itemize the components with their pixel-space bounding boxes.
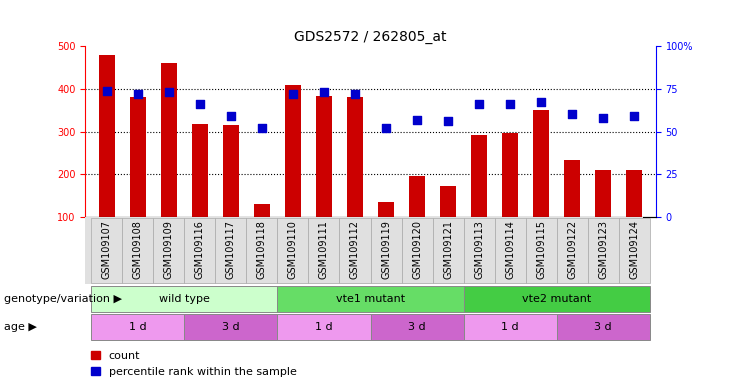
Bar [565, 160, 579, 260]
Bar [316, 96, 332, 260]
Point [132, 91, 144, 97]
Bar [162, 63, 176, 260]
Text: 1 d: 1 d [129, 322, 147, 333]
Bar [464, 314, 556, 340]
Bar [91, 314, 185, 340]
Text: GSM109121: GSM109121 [443, 220, 453, 279]
Bar [525, 218, 556, 283]
Text: 3 d: 3 d [222, 322, 240, 333]
Text: GSM109120: GSM109120 [412, 220, 422, 279]
Point [597, 115, 609, 121]
Title: GDS2572 / 262805_at: GDS2572 / 262805_at [294, 30, 447, 44]
Text: GSM109116: GSM109116 [195, 220, 205, 278]
Text: GSM109111: GSM109111 [319, 220, 329, 278]
Point [349, 91, 361, 97]
Text: GSM109113: GSM109113 [474, 220, 484, 278]
Point [194, 101, 206, 107]
Bar [223, 125, 239, 260]
Text: GSM109110: GSM109110 [288, 220, 298, 278]
Bar [185, 218, 216, 283]
Bar [378, 202, 393, 260]
Text: GSM109119: GSM109119 [381, 220, 391, 278]
Bar [348, 98, 363, 260]
Bar [91, 286, 277, 311]
Bar [277, 286, 464, 311]
Text: genotype/variation ▶: genotype/variation ▶ [4, 293, 122, 304]
Bar [277, 314, 370, 340]
Bar [471, 134, 487, 260]
Text: GSM109124: GSM109124 [629, 220, 639, 279]
Bar [339, 218, 370, 283]
Bar [247, 218, 277, 283]
Point [411, 116, 423, 122]
Bar [595, 170, 611, 260]
Bar [370, 314, 464, 340]
Bar [153, 218, 185, 283]
Point [442, 118, 454, 124]
Point [256, 125, 268, 131]
Bar [277, 218, 308, 283]
Text: vte1 mutant: vte1 mutant [336, 293, 405, 304]
Text: age ▶: age ▶ [4, 322, 36, 333]
Text: GSM109109: GSM109109 [164, 220, 174, 278]
Text: GSM109112: GSM109112 [350, 220, 360, 279]
Text: wild type: wild type [159, 293, 210, 304]
Bar [254, 204, 270, 260]
Point [504, 101, 516, 107]
Point [163, 89, 175, 95]
Bar [409, 176, 425, 260]
Bar [588, 218, 619, 283]
Bar [185, 314, 277, 340]
Bar [285, 84, 301, 260]
Text: 1 d: 1 d [501, 322, 519, 333]
Bar [534, 110, 549, 260]
Text: vte2 mutant: vte2 mutant [522, 293, 591, 304]
Bar [99, 55, 115, 260]
Legend: count, percentile rank within the sample: count, percentile rank within the sample [90, 351, 296, 377]
Bar [440, 186, 456, 260]
Bar [464, 218, 494, 283]
Text: GSM109117: GSM109117 [226, 220, 236, 279]
Bar [494, 218, 525, 283]
Bar [216, 218, 247, 283]
Text: 3 d: 3 d [408, 322, 426, 333]
Bar [556, 218, 588, 283]
Text: 3 d: 3 d [594, 322, 612, 333]
Text: GSM109108: GSM109108 [133, 220, 143, 278]
Bar [402, 218, 433, 283]
Point [380, 125, 392, 131]
Point [628, 113, 640, 119]
Point [566, 111, 578, 118]
Text: GSM109118: GSM109118 [257, 220, 267, 278]
Point [318, 89, 330, 95]
Bar [433, 218, 464, 283]
Point [225, 113, 237, 119]
Text: 1 d: 1 d [315, 322, 333, 333]
Point [473, 101, 485, 107]
Text: GSM109115: GSM109115 [536, 220, 546, 279]
Bar [130, 98, 146, 260]
Bar [192, 124, 207, 260]
Bar [619, 218, 650, 283]
Bar [370, 218, 402, 283]
Bar [556, 314, 650, 340]
Bar [464, 286, 650, 311]
Bar [502, 133, 518, 260]
Point [287, 91, 299, 97]
Bar [122, 218, 153, 283]
Text: GSM109114: GSM109114 [505, 220, 515, 278]
Bar [91, 218, 122, 283]
Point [535, 99, 547, 106]
Text: GSM109123: GSM109123 [598, 220, 608, 279]
Bar [308, 218, 339, 283]
Text: GSM109107: GSM109107 [102, 220, 112, 279]
Text: GSM109122: GSM109122 [567, 220, 577, 279]
Point [101, 88, 113, 94]
Bar [626, 170, 642, 260]
